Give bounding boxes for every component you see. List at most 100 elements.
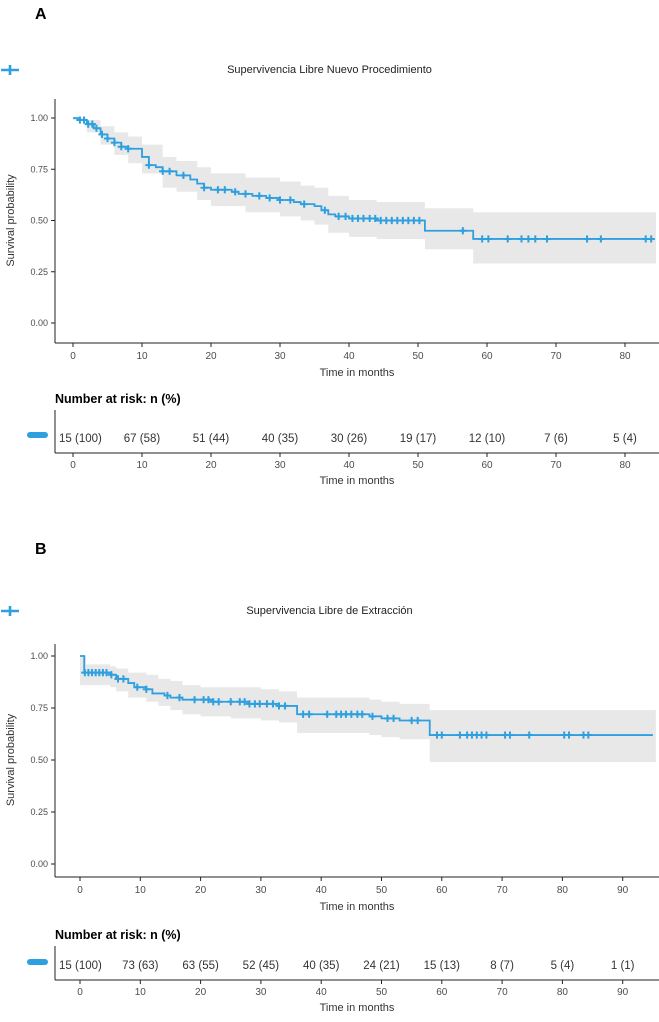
risk-title: Number at risk: n (%) (55, 392, 181, 406)
risk-x-tick-label: 0 (70, 460, 76, 471)
risk-x-tick-label: 40 (343, 460, 355, 471)
x-tick-label: 80 (619, 351, 631, 362)
y-tick-label: 0.00 (30, 859, 48, 869)
censor-mark (358, 710, 366, 718)
censor-mark (414, 716, 422, 725)
censor-mark (227, 698, 235, 706)
risk-value: 5 (4) (613, 433, 637, 445)
censor-mark (299, 710, 307, 718)
censor-mark (347, 710, 355, 718)
censor-mark (341, 212, 350, 220)
censor-mark (517, 235, 526, 243)
risk-x-tick-label: 20 (205, 460, 217, 471)
y-tick-label: 0.50 (30, 216, 48, 226)
x-tick-label: 70 (550, 351, 562, 362)
risk-x-axis-title: Time in months (320, 1002, 395, 1014)
risk-x-tick-label: 60 (436, 987, 448, 998)
risk-value: 52 (45) (243, 960, 280, 972)
censor-mark (531, 235, 539, 243)
risk-x-tick-label: 70 (497, 987, 509, 998)
censor-mark (506, 731, 514, 739)
censor-mark (266, 194, 274, 202)
risk-value: 67 (58) (124, 433, 161, 445)
censor-mark (543, 235, 551, 243)
risk-value: 7 (6) (544, 433, 568, 445)
x-axis-title: Time in months (320, 367, 395, 379)
risk-value: 1 (1) (611, 960, 635, 972)
risk-value: 51 (44) (193, 433, 230, 445)
censor-mark (241, 698, 249, 706)
censor-mark (484, 235, 492, 243)
censor-mark (525, 731, 533, 739)
censor-mark (98, 130, 106, 138)
censor-mark (275, 702, 283, 710)
censor-mark (459, 227, 467, 235)
x-tick-label: 0 (77, 885, 83, 896)
censor-mark (159, 167, 167, 175)
censor-mark (179, 171, 187, 179)
y-axis-title: Survival probability (5, 174, 17, 267)
risk-table-a: Number at risk: n (%) 15 (100) 67 (58) 51 (… (27, 392, 659, 487)
censor-mark (478, 235, 486, 243)
risk-value: 8 (7) (490, 960, 514, 972)
risk-x-tick-label: 90 (617, 987, 629, 998)
risk-value: 63 (55) (182, 960, 219, 972)
censor-mark (133, 683, 141, 691)
censor-mark (584, 731, 592, 739)
y-tick-label: 0.00 (30, 318, 48, 328)
censor-mark (117, 143, 125, 151)
y-tick-label: 0.50 (30, 755, 48, 765)
risk-x-tick-label: 20 (195, 987, 207, 998)
censor-mark (102, 669, 111, 677)
risk-group-key (27, 959, 48, 965)
risk-value: 15 (13) (424, 960, 461, 972)
censor-mark (200, 184, 208, 192)
censor-mark (92, 124, 101, 132)
risk-value: 24 (21) (363, 960, 400, 972)
y-tick-label: 0.25 (30, 807, 48, 817)
y-tick-label: 0.25 (30, 267, 48, 277)
x-tick-label: 80 (557, 885, 569, 896)
censor-mark (415, 216, 423, 225)
panel-a-label: A (35, 6, 47, 23)
risk-title: Number at risk: n (%) (55, 928, 181, 942)
risk-group-key (27, 432, 48, 438)
legend-label-b: Supervivencia Libre de Extracción (246, 605, 413, 617)
risk-value: 40 (35) (262, 433, 299, 445)
risk-x-tick-label: 80 (557, 987, 569, 998)
ci-band (73, 118, 657, 264)
censor-mark (281, 702, 289, 710)
legend-plus-icon (1, 606, 19, 616)
censor-mark (371, 214, 379, 223)
censor-mark (215, 698, 223, 706)
censor-mark (107, 671, 115, 679)
risk-x-tick-label: 30 (255, 987, 267, 998)
x-tick-label: 50 (376, 885, 388, 896)
risk-value: 5 (4) (551, 960, 575, 972)
x-axis-title: Time in months (320, 901, 395, 913)
risk-x-tick-label: 10 (136, 460, 148, 471)
x-tick-label: 60 (436, 885, 448, 896)
risk-table-b: Number at risk: n (%) 15 (100) 73 (63) 63 (… (27, 928, 659, 1014)
censor-mark (456, 731, 464, 739)
censor-mark (323, 710, 331, 718)
risk-x-tick-label: 40 (316, 987, 328, 998)
risk-x-tick-label: 80 (619, 460, 631, 471)
risk-value: 19 (17) (400, 433, 437, 445)
risk-value: 30 (26) (331, 433, 368, 445)
x-tick-label: 20 (205, 351, 217, 362)
censor-mark (190, 696, 199, 704)
censor-mark (286, 196, 294, 204)
censor-mark (80, 116, 88, 124)
censor-mark (119, 675, 128, 683)
censor-marks (76, 116, 655, 243)
censor-mark (524, 235, 532, 243)
risk-value: 15 (100) (59, 960, 102, 972)
censor-mark (124, 145, 132, 153)
censor-mark (110, 139, 118, 147)
y-tick-label: 0.75 (30, 703, 48, 713)
censor-mark (300, 200, 308, 208)
risk-x-axis-title: Time in months (320, 475, 395, 487)
risk-value: 73 (63) (122, 960, 159, 972)
